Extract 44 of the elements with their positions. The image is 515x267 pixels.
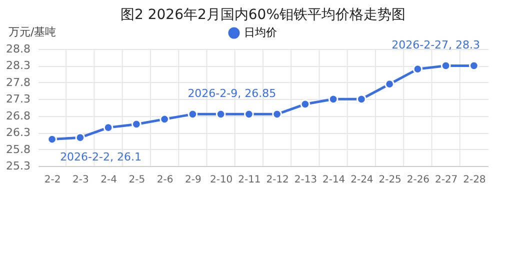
x-tick-label: 2-14 [322,174,346,186]
annotation: 2026-2-2, 26.1 [60,150,142,164]
point [160,114,170,124]
x-tick-label: 2-26 [406,174,430,186]
y-tick-label: 27.8 [6,76,30,89]
x-tick-label: 2-3 [72,174,89,186]
y-tick-label: 28.3 [6,59,30,72]
x-tick-label: 2-5 [128,174,146,186]
point [216,109,226,120]
point [412,64,423,74]
y-tick-label: 25.8 [6,142,30,156]
x-tick-label: 2-24 [350,174,374,186]
point [132,119,142,130]
point [440,60,451,71]
y-tick-label: 26.3 [6,126,30,140]
x-tick-label: 2-4 [100,174,117,186]
annotation: 2026-2-27, 28.3 [392,38,480,52]
point [356,94,366,104]
legend-label: 日均价 [244,26,277,39]
y-tick-label: 27.3 [6,92,30,106]
annotation: 2026-2-9, 26.85 [188,87,276,100]
point [328,94,338,104]
y-tick-label: 28.8 [6,42,30,56]
y-axis-title: 万元/基吨 [8,26,56,38]
x-tick-label: 2-28 [463,174,486,186]
point [272,109,282,120]
x-tick-label: 2-13 [294,174,318,186]
point [244,109,254,120]
x-tick-label: 2-2 [44,174,61,186]
point [300,99,310,110]
x-tick-label: 2-12 [266,174,289,186]
x-tick-label: 2-9 [185,174,202,186]
x-tick-label: 2-11 [238,174,261,186]
y-tick-label: 25.3 [6,160,30,172]
x-tick-label: 2-25 [378,174,402,186]
x-tick-label: 2-27 [434,174,458,186]
x-tick-label: 2-6 [156,174,174,186]
point [188,109,198,120]
point [47,134,57,144]
chart-title: 图2 2026年2月国内60%钼铁平均价格走势图 [120,7,406,23]
y-tick-label: 26.8 [6,109,30,122]
point [103,122,114,132]
x-tick-label: 2-10 [210,174,233,186]
point [469,60,479,71]
